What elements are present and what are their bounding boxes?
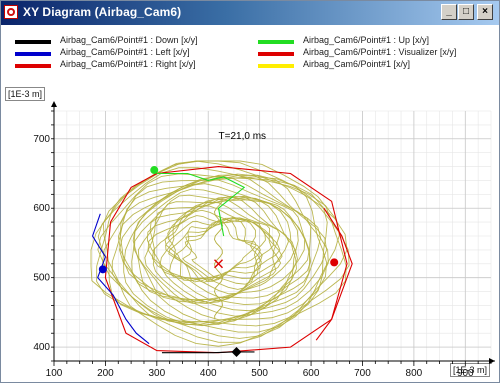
legend-swatch-point xyxy=(258,64,294,68)
legend-swatch-up xyxy=(258,40,294,44)
visualizer-marker xyxy=(214,259,224,269)
up-marker xyxy=(150,166,159,175)
y-tick-label: 700 xyxy=(33,134,50,145)
trajectory-point-loop xyxy=(119,173,328,327)
trajectory-point-loop xyxy=(137,197,297,303)
legend-swatch-visualizer xyxy=(258,52,294,56)
trajectory-point-loop xyxy=(102,176,328,324)
legend-label-visualizer: Airbag_Cam6/Point#1 : Visualizer [x/y] xyxy=(303,47,457,57)
trajectory-point-loop xyxy=(173,217,263,282)
legend: Airbag_Cam6/Point#1 : Down [x/y] Airbag_… xyxy=(1,25,499,83)
series-line-1 xyxy=(91,213,150,345)
trajectory-point-loop xyxy=(184,220,257,280)
trajectory-point-loop xyxy=(146,196,289,304)
legend-label-down: Airbag_Cam6/Point#1 : Down [x/y] xyxy=(60,35,198,45)
trajectory-point-loop xyxy=(131,183,310,317)
x-tick-label: 500 xyxy=(251,368,268,379)
y-axis-arrow xyxy=(51,101,57,107)
trajectory-point-loop xyxy=(117,174,322,326)
trajectory-point-loop xyxy=(97,167,340,333)
legend-label-right: Airbag_Cam6/Point#1 : Right [x/y] xyxy=(60,59,196,69)
trajectory-point-loop xyxy=(97,173,328,327)
trajectory-point-loop xyxy=(118,175,312,325)
down-marker xyxy=(231,346,242,357)
legend-label-point: Airbag_Cam6/Point#1 [x/y] xyxy=(303,59,411,69)
x-tick-label: 700 xyxy=(354,368,371,379)
time-annotation: T=21,0 ms xyxy=(219,131,267,142)
x-tick-label: 100 xyxy=(46,368,63,379)
legend-label-up: Airbag_Cam6/Point#1 : Up [x/y] xyxy=(303,35,430,45)
trajectory-point-streak xyxy=(213,201,224,320)
y-tick-label: 600 xyxy=(33,203,50,214)
window-title: XY Diagram (Airbag_Cam6) xyxy=(23,5,182,19)
x-tick-label: 200 xyxy=(97,368,114,379)
y-unit-label: [1E-3 m] xyxy=(5,87,46,101)
minimize-button[interactable]: _ xyxy=(441,4,457,20)
x-tick-label: 600 xyxy=(303,368,320,379)
x-axis-arrow xyxy=(489,358,495,364)
trajectory-point-loop xyxy=(182,218,261,282)
x-tick-label: 400 xyxy=(200,368,217,379)
maximize-button[interactable]: □ xyxy=(458,4,474,20)
legend-swatch-right xyxy=(15,64,51,68)
series-line-3 xyxy=(156,172,246,237)
trajectory-point-loop xyxy=(90,160,347,347)
title-bar[interactable]: XY Diagram (Airbag_Cam6) _ □ × xyxy=(1,1,499,25)
trajectory-point-loop xyxy=(134,194,299,306)
y-tick-label: 400 xyxy=(33,342,50,353)
series-line-2 xyxy=(315,207,353,341)
series-line-4 xyxy=(104,166,348,354)
trajectory-point-loop xyxy=(102,160,348,339)
legend-swatch-down xyxy=(15,40,51,44)
left-marker xyxy=(98,265,107,274)
trajectory-point-loop xyxy=(151,201,282,299)
x-unit-label: [1E-3 m] xyxy=(450,363,491,377)
trajectory-point-loop xyxy=(165,217,266,283)
x-tick-label: 900 xyxy=(457,368,474,379)
close-button[interactable]: × xyxy=(477,4,493,20)
legend-swatch-left xyxy=(15,52,51,56)
trajectory-point-loop xyxy=(111,174,329,326)
trajectory-point-loop xyxy=(149,195,296,305)
app-icon xyxy=(4,5,18,19)
x-tick-label: 300 xyxy=(148,368,165,379)
legend-label-left: Airbag_Cam6/Point#1 : Left [x/y] xyxy=(60,47,190,57)
right-marker xyxy=(330,258,339,267)
y-tick-label: 500 xyxy=(33,273,50,284)
x-tick-label: 800 xyxy=(406,368,423,379)
